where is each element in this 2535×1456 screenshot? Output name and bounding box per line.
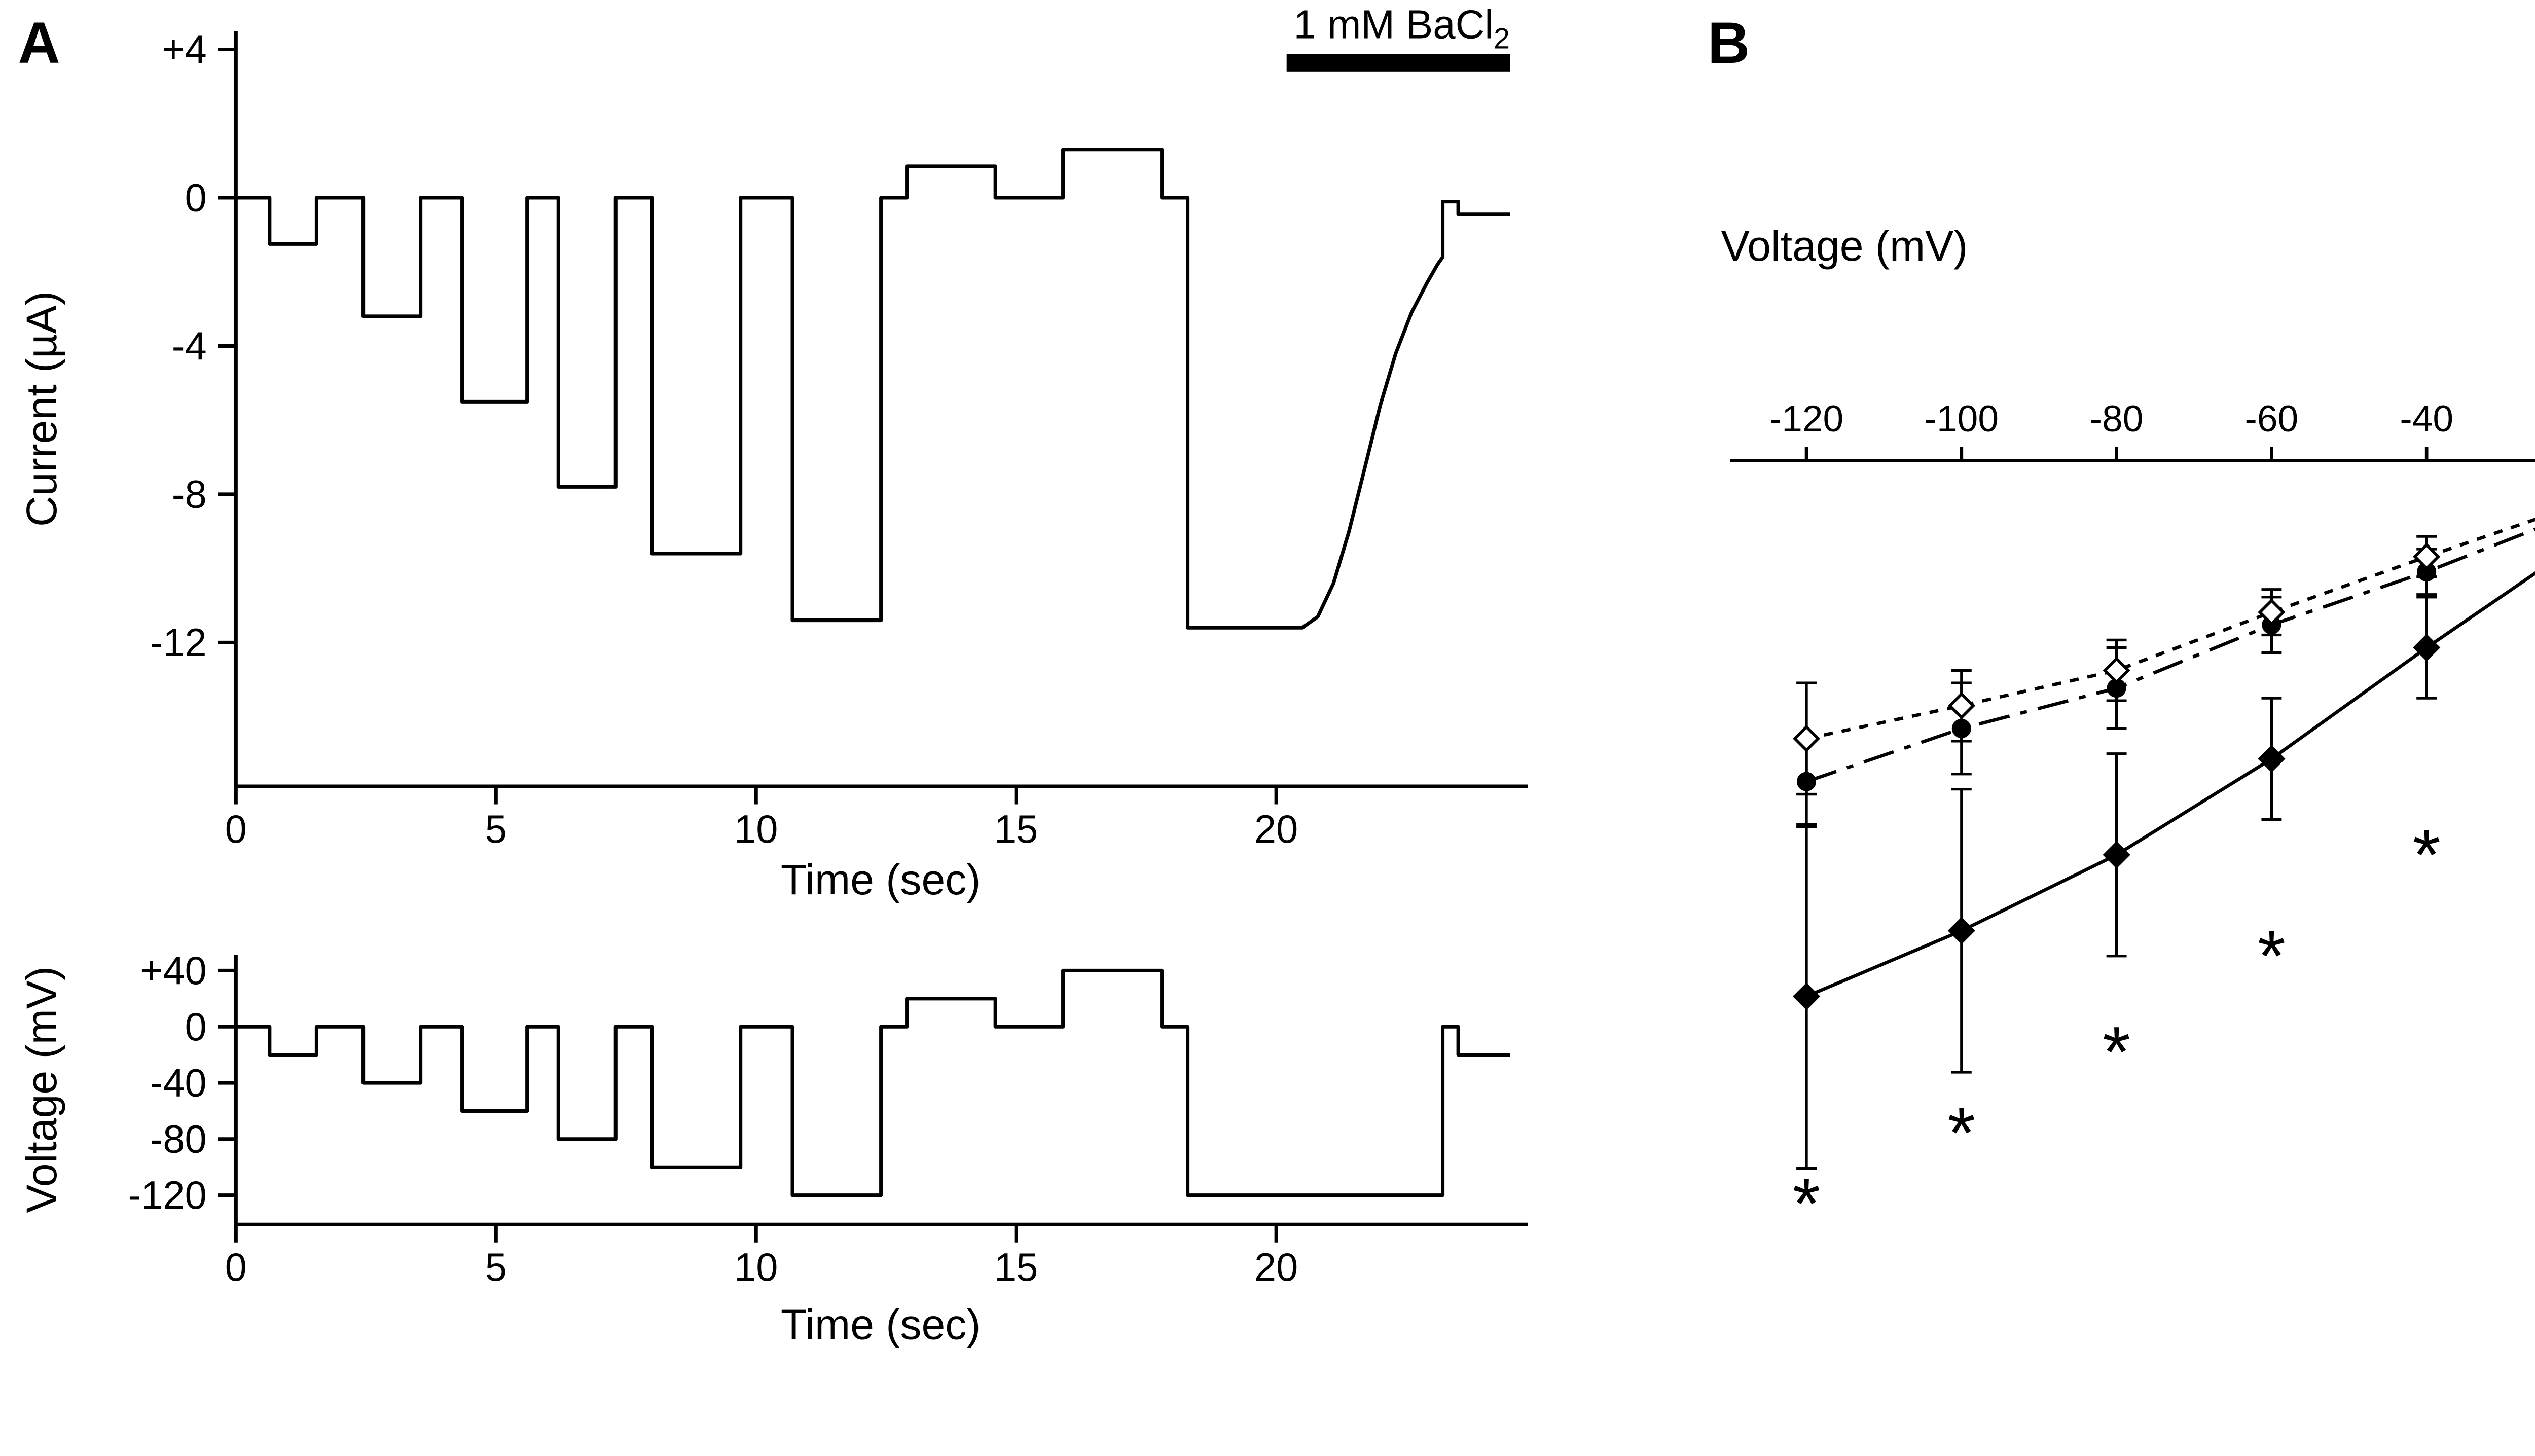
svg-text:15: 15 <box>994 1246 1038 1289</box>
iv-series-errorbars-Wild-type <box>1796 596 2437 1170</box>
svg-text:+4: +4 <box>162 28 206 71</box>
panel-b-label: B <box>1708 9 1750 77</box>
svg-text:5: 5 <box>485 808 507 851</box>
svg-text:20: 20 <box>1254 808 1298 851</box>
iv-series-markers-R348C <box>1792 542 2441 753</box>
bacl2-annotation-label: 1 mM BaCl2 <box>1056 2 1510 55</box>
iv-axes: -120-100-80-60-40-200204042-2-4-6-8-10-1… <box>1730 398 2535 462</box>
panel-b-iv-chart-svg: -120-100-80-60-40-200204042-2-4-6-8-10-1… <box>1730 398 2535 1244</box>
svg-text:20: 20 <box>1254 1246 1298 1289</box>
svg-text:*: * <box>2103 1012 2130 1093</box>
svg-text:*: * <box>1947 1093 1975 1173</box>
current-trace-chart: +4 0 -4 -8 -12 0 5 10 15 20 <box>150 28 1528 851</box>
iv-series-markers-Wild-type <box>1792 634 2441 1010</box>
panel-a-voltage-time-axis-title: Time (sec) <box>780 1303 981 1351</box>
svg-text:-120: -120 <box>1769 398 1843 440</box>
svg-text:*: * <box>2258 916 2286 996</box>
panel-a-voltage-axis-title: Voltage (mV) <box>20 966 67 1213</box>
svg-text:-80: -80 <box>150 1117 207 1161</box>
voltage-trace-chart: +40 0 -40 -80 -120 0 5 10 15 20 <box>128 949 1528 1289</box>
svg-text:*: * <box>2413 815 2441 895</box>
voltage-trace-line <box>236 968 1510 1197</box>
iv-series-errorbars-P194H <box>1796 548 2437 829</box>
significance-asterisks: ****** <box>1792 815 2441 1244</box>
panel-b-voltage-axis-title: Voltage (mV) <box>1721 225 1968 272</box>
svg-text:10: 10 <box>734 1246 778 1289</box>
svg-text:0: 0 <box>185 176 207 220</box>
svg-text:-12: -12 <box>150 621 207 665</box>
bacl2-subscript: 2 <box>1494 21 1510 55</box>
svg-text:15: 15 <box>994 808 1038 851</box>
iv-series-markers-P194H <box>1796 562 2437 791</box>
iv-series-errorbars-R348C <box>1796 535 2437 796</box>
svg-text:0: 0 <box>185 1005 207 1049</box>
svg-text:0: 0 <box>225 1246 247 1289</box>
svg-text:-60: -60 <box>2245 398 2299 440</box>
svg-text:5: 5 <box>485 1246 507 1289</box>
svg-text:-80: -80 <box>2090 398 2144 440</box>
panel-a-current-time-axis-title: Time (sec) <box>780 858 981 905</box>
svg-text:-40: -40 <box>2400 398 2453 440</box>
bacl2-text: 1 mM BaCl <box>1293 2 1494 48</box>
svg-text:-100: -100 <box>1925 398 1999 440</box>
svg-text:*: * <box>1792 1164 1820 1244</box>
svg-text:-40: -40 <box>150 1062 207 1105</box>
svg-text:-8: -8 <box>172 473 207 517</box>
svg-text:10: 10 <box>734 808 778 851</box>
panel-a-label: A <box>18 9 60 77</box>
bacl2-application-bar <box>1286 54 1510 72</box>
svg-text:0: 0 <box>225 808 247 851</box>
current-trace-line <box>236 148 1510 630</box>
svg-text:+40: +40 <box>140 949 207 993</box>
panel-a-current-axis-title: Current (µA) <box>20 291 67 527</box>
svg-text:-4: -4 <box>172 324 207 368</box>
svg-text:-120: -120 <box>128 1174 206 1217</box>
